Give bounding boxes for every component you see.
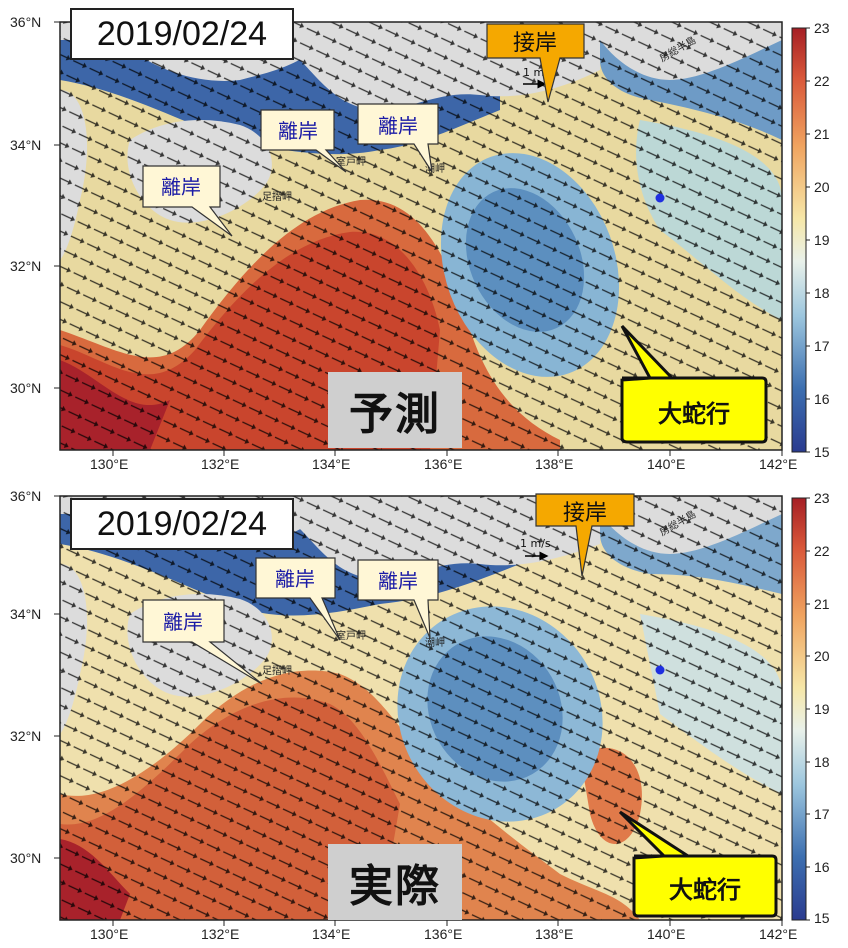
- lat-tick: 36°N: [10, 488, 42, 504]
- colorbar-tick: 23: [814, 490, 830, 506]
- panel-title-observed: 実際: [328, 844, 462, 920]
- callout-contact: 接岸: [535, 493, 635, 577]
- scale-label: 1 m: [523, 66, 544, 79]
- colorbar-tick: 20: [814, 179, 830, 195]
- observation-point-marker: [655, 665, 665, 675]
- lon-tick: 142°E: [759, 926, 798, 942]
- lon-tick: 132°E: [201, 456, 240, 472]
- colorbar-tick: 21: [814, 126, 830, 142]
- colorbar-tick: 17: [814, 806, 830, 822]
- colorbar: [791, 27, 807, 453]
- lat-tick: 36°N: [10, 14, 42, 30]
- colorbar-tick: 22: [814, 543, 830, 559]
- place-muroto: 室戸岬: [336, 155, 366, 168]
- lat-tick: 32°N: [10, 258, 42, 274]
- panel-title-forecast: 予測: [328, 372, 462, 448]
- lon-tick: 138°E: [535, 456, 574, 472]
- date-label: 2019/02/24: [70, 498, 294, 550]
- colorbar-tick: 19: [814, 232, 830, 248]
- lat-tick: 34°N: [10, 606, 42, 622]
- colorbar-tick: 18: [814, 285, 830, 301]
- callout-separation-west: 離岸: [142, 599, 263, 685]
- svg-text:離岸: 離岸: [278, 119, 318, 143]
- lon-tick: 130°E: [90, 926, 129, 942]
- svg-text:離岸: 離岸: [275, 567, 315, 591]
- svg-text:離岸: 離岸: [163, 610, 203, 634]
- callout-separation-middle: 離岸: [255, 557, 341, 641]
- svg-text:離岸: 離岸: [161, 175, 201, 199]
- place-muroto: 室戸岬: [336, 629, 366, 642]
- callout-separation-west: 離岸: [142, 165, 233, 237]
- svg-text:大蛇行: 大蛇行: [669, 876, 741, 904]
- lon-tick: 134°E: [312, 456, 351, 472]
- colorbar-tick: 20: [814, 648, 830, 664]
- observed-panel: 足摺岬 室戸岬 潮岬 房総半島 1 m/s 接岸 離岸 離岸 離岸 大蛇行: [0, 474, 848, 948]
- colorbar-tick: 15: [814, 910, 830, 926]
- place-ashizuri: 足摺岬: [262, 190, 292, 203]
- svg-text:接岸: 接岸: [563, 501, 607, 526]
- callout-meander: 大蛇行: [618, 810, 778, 918]
- place-ashizuri: 足摺岬: [262, 664, 292, 677]
- svg-text:離岸: 離岸: [378, 569, 418, 593]
- lat-tick: 34°N: [10, 137, 42, 153]
- lon-tick: 142°E: [759, 456, 798, 472]
- lon-tick: 136°E: [424, 456, 463, 472]
- lon-tick: 140°E: [647, 456, 686, 472]
- observation-point-marker: [655, 193, 665, 203]
- forecast-panel: 足摺岬 室戸岬 潮岬 房総半島 1 m 接岸 離岸 離岸 離岸 大蛇行: [10, 8, 830, 472]
- lat-tick: 30°N: [10, 850, 42, 866]
- colorbar-tick: 23: [814, 20, 830, 36]
- lon-tick: 132°E: [201, 926, 240, 942]
- lon-tick: 134°E: [312, 926, 351, 942]
- callout-separation-middle: 離岸: [260, 109, 347, 173]
- lon-tick: 138°E: [535, 926, 574, 942]
- colorbar-tick: 22: [814, 73, 830, 89]
- svg-text:大蛇行: 大蛇行: [658, 400, 730, 428]
- callout-separation-east: 離岸: [357, 559, 439, 639]
- colorbar-tick: 21: [814, 596, 830, 612]
- colorbar-tick: 15: [814, 444, 830, 460]
- callout-meander: 大蛇行: [620, 324, 768, 444]
- colorbar-tick: 16: [814, 859, 830, 875]
- svg-text:離岸: 離岸: [378, 114, 418, 138]
- place-shionomisaki: 潮岬: [425, 636, 445, 649]
- callout-separation-east: 離岸: [357, 103, 439, 173]
- lat-tick: 32°N: [10, 728, 42, 744]
- callout-contact: 接岸: [486, 23, 585, 103]
- colorbar-tick: 18: [814, 754, 830, 770]
- svg-text:接岸: 接岸: [513, 31, 557, 56]
- colorbar: [791, 497, 807, 921]
- colorbar-tick: 16: [814, 391, 830, 407]
- lon-tick: 130°E: [90, 456, 129, 472]
- lon-tick: 140°E: [647, 926, 686, 942]
- colorbar-tick: 17: [814, 338, 830, 354]
- lon-tick: 136°E: [424, 926, 463, 942]
- forecast-map: 足摺岬 室戸岬 潮岬 房総半島 1 m 接岸 離岸 離岸 離岸 大蛇行: [54, 21, 810, 456]
- date-label: 2019/02/24: [70, 8, 294, 60]
- colorbar-tick: 19: [814, 701, 830, 717]
- lat-tick: 30°N: [10, 380, 42, 396]
- scale-label: 1 m/s: [520, 537, 551, 550]
